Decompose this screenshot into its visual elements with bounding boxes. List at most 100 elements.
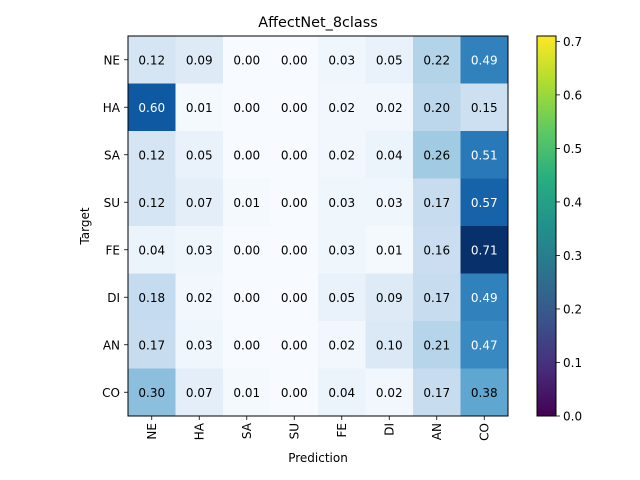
y-tick-label: FE (106, 243, 120, 257)
heatmap-cell (413, 226, 461, 274)
heatmap-cell (365, 321, 414, 369)
heatmap-cell (128, 131, 176, 179)
heatmap-cell (128, 178, 176, 227)
cell-value-label: 0.03 (186, 338, 213, 352)
cell-value-label: 0.49 (471, 291, 498, 305)
heatmap-cell (460, 36, 509, 84)
heatmap-cell (128, 273, 176, 322)
heatmap-cell (223, 36, 271, 84)
heatmap-cell (365, 226, 414, 274)
heatmap-cell (460, 83, 509, 132)
cell-value-label: 0.20 (423, 101, 450, 115)
cell-value-label: 0.17 (138, 338, 165, 352)
heatmap-cell (413, 83, 461, 132)
cell-value-label: 0.00 (281, 53, 308, 67)
heatmap-cell (270, 273, 319, 322)
heatmap-cell (270, 36, 319, 84)
cell-value-label: 0.00 (281, 196, 308, 210)
heatmap-cell (175, 131, 224, 179)
heatmap-cell (460, 321, 509, 369)
cell-value-label: 0.12 (138, 196, 165, 210)
x-tick-label: FE (335, 423, 349, 437)
colorbar (536, 35, 557, 417)
heatmap-cell (318, 273, 366, 322)
cell-value-label: 0.26 (423, 148, 450, 162)
heatmap-cell (460, 178, 509, 227)
cell-value-label: 0.00 (281, 386, 308, 400)
heatmap-cell (413, 321, 461, 369)
cell-value-label: 0.17 (423, 196, 450, 210)
heatmap-cell (128, 226, 176, 274)
cell-value-label: 0.03 (376, 196, 403, 210)
cell-value-label: 0.17 (423, 386, 450, 400)
cell-value-label: 0.49 (471, 53, 498, 67)
cell-value-label: 0.00 (281, 243, 308, 257)
cell-value-label: 0.12 (138, 53, 165, 67)
cell-value-label: 0.00 (281, 101, 308, 115)
heatmap-cell (413, 273, 461, 322)
colorbar-tick-label: 0.4 (563, 195, 582, 209)
cell-value-label: 0.71 (471, 243, 498, 257)
heatmap-cell (175, 36, 224, 84)
cell-value-label: 0.00 (233, 148, 260, 162)
cell-value-label: 0.03 (328, 53, 355, 67)
x-axis-label: Prediction (288, 451, 348, 465)
cell-value-label: 0.51 (471, 148, 498, 162)
heatmap-cell (128, 36, 176, 84)
cell-value-label: 0.03 (186, 243, 213, 257)
heatmap-cell (365, 36, 414, 84)
heatmap-cell (175, 83, 224, 132)
colorbar-tick-label: 0.1 (563, 356, 582, 370)
cell-value-label: 0.16 (423, 243, 450, 257)
heatmap-cell (460, 368, 509, 417)
cell-value-label: 0.09 (376, 291, 403, 305)
colorbar-tick-label: 0.2 (563, 302, 582, 316)
cell-value-label: 0.57 (471, 196, 498, 210)
cell-value-label: 0.60 (138, 101, 165, 115)
x-tick-label: AN (430, 423, 444, 440)
cell-value-label: 0.03 (328, 196, 355, 210)
cell-value-label: 0.38 (471, 386, 498, 400)
heatmap-cell (270, 226, 319, 274)
heatmap-cell (223, 273, 271, 322)
cell-value-label: 0.09 (186, 53, 213, 67)
heatmap-cell (223, 131, 271, 179)
heatmap-cell (365, 131, 414, 179)
cell-value-label: 0.17 (423, 291, 450, 305)
heatmap-cell (365, 368, 414, 417)
heatmap-cell-labels: 0.12 0.09 0.00 0.00 0.03 0.05 0.22 0.49 0.60 0.01… (138, 53, 497, 400)
x-tick-label: DI (382, 423, 396, 436)
chart-title: AffectNet_8class (258, 15, 378, 31)
colorbar-tick-label: 0.6 (563, 88, 582, 102)
x-tick-label: HA (192, 422, 206, 440)
cell-value-label: 0.21 (423, 338, 450, 352)
cell-value-label: 0.01 (233, 386, 260, 400)
cell-value-label: 0.00 (233, 101, 260, 115)
heatmap-cell (318, 36, 366, 84)
cell-value-label: 0.47 (471, 338, 498, 352)
colorbar-tick-label: 0.3 (563, 249, 582, 263)
heatmap-cell (128, 83, 176, 132)
x-tick-label: CO (477, 423, 491, 441)
colorbar-tick-label: 0.0 (563, 410, 582, 424)
heatmap-cell (318, 226, 366, 274)
cell-value-label: 0.05 (186, 148, 213, 162)
y-tick-label: SA (104, 148, 121, 162)
x-tick-label: SU (287, 423, 301, 439)
heatmap-cell (175, 273, 224, 322)
heatmap-cell (270, 368, 319, 417)
cell-value-label: 0.01 (233, 196, 260, 210)
heatmap-cell (460, 226, 509, 274)
cell-value-label: 0.04 (138, 243, 165, 257)
heatmap-cell (223, 321, 271, 369)
heatmap-frame (127, 35, 509, 417)
heatmap-cell (175, 321, 224, 369)
heatmap-cell (365, 273, 414, 322)
cell-value-label: 0.02 (328, 338, 355, 352)
cell-value-label: 0.02 (376, 386, 403, 400)
heatmap-cell (318, 368, 366, 417)
cell-value-label: 0.18 (138, 291, 165, 305)
cell-value-label: 0.01 (186, 101, 213, 115)
heatmap-cell (460, 273, 509, 322)
x-tick-label: NE (145, 423, 159, 440)
